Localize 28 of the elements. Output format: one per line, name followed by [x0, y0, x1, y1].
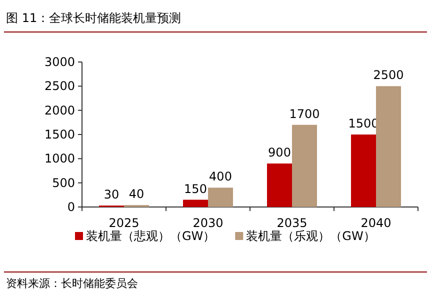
data-label: 30: [104, 188, 120, 202]
x-tick-label: 2040: [360, 216, 392, 230]
y-tick-label: 3000: [44, 55, 75, 69]
y-tick-label: 1500: [44, 128, 75, 142]
data-label: 2500: [373, 68, 404, 82]
bar: [292, 124, 317, 207]
legend-label: 装机量（悲观）（GW）: [86, 229, 216, 243]
data-label: 150: [184, 182, 207, 196]
bar: [208, 188, 233, 207]
y-tick-label: 2500: [44, 79, 75, 94]
data-label: 40: [128, 187, 144, 202]
text: 资料来源：长时储能委员会: [6, 277, 138, 290]
data-label: 900: [268, 146, 291, 160]
y-tick-label: 2000: [44, 103, 75, 118]
legend-label: 装机量（乐观）（GW）: [246, 229, 376, 243]
chart-title: 图 11：全球长时储能装机量预测: [6, 11, 182, 25]
bar: [183, 200, 208, 207]
x-tick-label: 2030: [192, 216, 224, 230]
bar: [376, 86, 401, 207]
bar: [351, 134, 376, 207]
bar: [267, 164, 292, 207]
x-tick-label: 2025: [108, 216, 140, 230]
data-label: 1700: [289, 106, 320, 121]
y-tick-label: 1000: [44, 152, 75, 166]
x-tick-label: 2035: [276, 216, 308, 230]
y-tick-label: 500: [52, 176, 75, 190]
y-tick-label: 0: [67, 200, 75, 214]
data-label: 400: [209, 170, 232, 184]
